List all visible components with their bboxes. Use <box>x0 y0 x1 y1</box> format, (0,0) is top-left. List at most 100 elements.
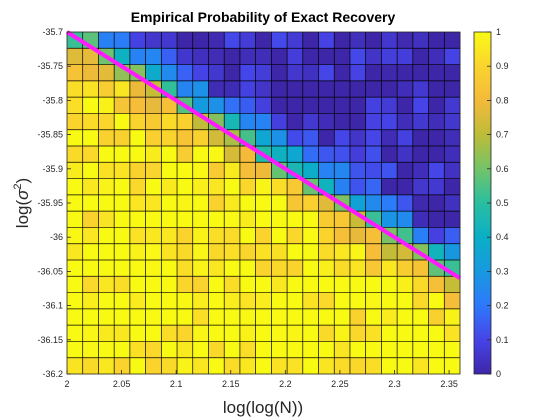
heatmap-cell <box>365 260 382 277</box>
heatmap-cell <box>302 32 319 49</box>
y-tick-label: -36 <box>50 232 63 242</box>
heatmap-cell <box>192 194 209 212</box>
heatmap-cell <box>177 211 194 228</box>
heatmap-cell <box>255 194 272 212</box>
heatmap-cell <box>98 308 115 326</box>
heatmap-cell <box>349 48 367 65</box>
heatmap-cell <box>334 113 351 131</box>
heatmap-cell <box>82 357 99 375</box>
heatmap-cell <box>334 97 351 114</box>
heatmap-cell <box>349 308 367 326</box>
heatmap-cell <box>302 162 319 179</box>
heatmap-cell <box>412 341 429 359</box>
heatmap-cell <box>82 80 99 98</box>
heatmap-cell <box>271 211 288 228</box>
heatmap-cell <box>349 292 367 310</box>
heatmap-cell <box>365 227 382 245</box>
heatmap-cell <box>67 276 84 293</box>
heatmap-cell <box>271 227 288 245</box>
y-axis-ticks: -35.7 -35.75 -35.8 -35.85 -35.9 -35.95 -36 -36.… <box>37 27 71 379</box>
heatmap-cell <box>114 325 131 342</box>
heatmap-cell <box>114 113 131 131</box>
heatmap-cell <box>129 292 146 310</box>
heatmap-cell <box>365 97 382 114</box>
heatmap-cell <box>287 162 304 179</box>
heatmap-cell <box>192 129 209 147</box>
heatmap-cell <box>255 227 272 245</box>
heatmap-cell <box>82 64 99 82</box>
heatmap-cell <box>177 325 194 342</box>
heatmap-cell <box>271 146 288 163</box>
heatmap-cell <box>67 48 84 65</box>
heatmap-cell <box>287 64 304 82</box>
heatmap-cell <box>239 48 257 65</box>
heatmap-cell <box>224 260 241 277</box>
heatmap-cell <box>349 357 367 375</box>
heatmap-cell <box>98 357 115 375</box>
heatmap-cell <box>365 162 382 179</box>
heatmap-cell <box>98 211 115 228</box>
heatmap-cell <box>82 113 99 131</box>
heatmap-cell <box>349 146 367 163</box>
heatmap-cell <box>318 146 335 163</box>
heatmap-cell <box>98 227 115 245</box>
y-tick-label: -35.95 <box>37 198 63 208</box>
heatmap-cell <box>255 308 272 326</box>
heatmap-cell <box>365 357 382 375</box>
heatmap-cell <box>349 178 367 196</box>
heatmap-cell <box>334 211 351 228</box>
heatmap-cell <box>349 97 367 114</box>
heatmap-cell <box>287 325 304 342</box>
heatmap-cell <box>239 211 257 228</box>
heatmap-cell <box>177 146 194 163</box>
heatmap-cell <box>287 357 304 375</box>
heatmap-cell <box>318 292 335 310</box>
heatmap-cell <box>82 227 99 245</box>
heatmap-cell <box>192 357 209 375</box>
heatmap-cell <box>397 97 414 114</box>
heatmap-cell <box>145 113 162 131</box>
colorbar-tick-label: 0.7 <box>496 130 509 140</box>
x-tick-label: 2.35 <box>440 379 458 389</box>
heatmap-cell <box>349 129 367 147</box>
heatmap-cell <box>428 97 445 114</box>
heatmap-cell <box>381 32 398 49</box>
heatmap-cell <box>255 162 272 179</box>
heatmap-cell <box>239 308 257 326</box>
heatmap-cell <box>349 325 367 342</box>
heatmap-cell <box>412 80 429 98</box>
heatmap-cell <box>67 178 84 196</box>
heatmap-cell <box>239 260 257 277</box>
heatmap-cell <box>224 178 241 196</box>
heatmap-cell <box>82 325 99 342</box>
heatmap-cell <box>365 113 382 131</box>
heatmap-cell <box>177 276 194 293</box>
heatmap-cell <box>114 80 131 98</box>
heatmap-cell <box>177 260 194 277</box>
heatmap-cell <box>365 243 382 261</box>
heatmap-cell <box>271 32 288 49</box>
heatmap-cell <box>208 308 225 326</box>
heatmap-cell <box>208 178 225 196</box>
heatmap-cell <box>192 32 209 49</box>
heatmap-cell <box>444 243 461 261</box>
heatmap-cell <box>381 162 398 179</box>
heatmap-cell <box>365 146 382 163</box>
heatmap-cell <box>412 129 429 147</box>
heatmap-cell <box>145 227 162 245</box>
colorbar-tick-label: 0.5 <box>496 198 509 208</box>
heatmap-cell <box>365 194 382 212</box>
heatmap-cell <box>318 357 335 375</box>
heatmap-cell <box>114 227 131 245</box>
heatmap-cell <box>397 211 414 228</box>
colorbar-tick-label: 0.2 <box>496 301 509 311</box>
heatmap-cell <box>302 325 319 342</box>
heatmap-cell <box>318 276 335 293</box>
heatmap-cell <box>302 227 319 245</box>
heatmap-cell <box>161 113 178 131</box>
heatmap-cell <box>239 162 257 179</box>
heatmap-cell <box>114 129 131 147</box>
heatmap-cell <box>67 211 84 228</box>
heatmap-cells <box>67 32 461 375</box>
